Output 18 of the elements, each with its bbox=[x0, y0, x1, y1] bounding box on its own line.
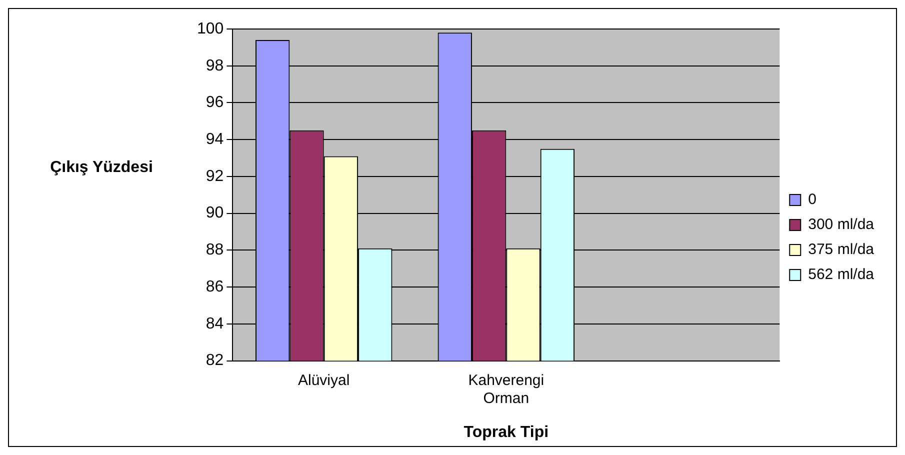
y-tick-label: 84 bbox=[206, 315, 224, 332]
y-tick-label: 100 bbox=[196, 20, 224, 38]
y-tick-label: 96 bbox=[206, 94, 224, 112]
y-axis-title: Çıkış Yüzdesi bbox=[49, 158, 154, 178]
x-axis-title: Toprak Tipi bbox=[464, 424, 549, 441]
y-tick-label: 86 bbox=[206, 278, 224, 296]
legend-label: 562 ml/da bbox=[808, 266, 875, 284]
y-tick-label: 88 bbox=[206, 242, 224, 259]
y-tick-label: 94 bbox=[206, 131, 224, 148]
y-tick-label: 90 bbox=[206, 204, 224, 222]
y-tick-label: 92 bbox=[206, 168, 224, 185]
legend-label: 375 ml/da bbox=[808, 241, 875, 258]
y-tick-label: 82 bbox=[206, 352, 224, 370]
legend-label: 300 ml/da bbox=[808, 216, 875, 234]
legend-label: 0 bbox=[808, 191, 816, 208]
x-tick-label: Alüviyal bbox=[298, 372, 350, 389]
y-tick-label: 98 bbox=[206, 57, 224, 74]
x-tick-label: Kahverengi Orman bbox=[468, 372, 544, 407]
